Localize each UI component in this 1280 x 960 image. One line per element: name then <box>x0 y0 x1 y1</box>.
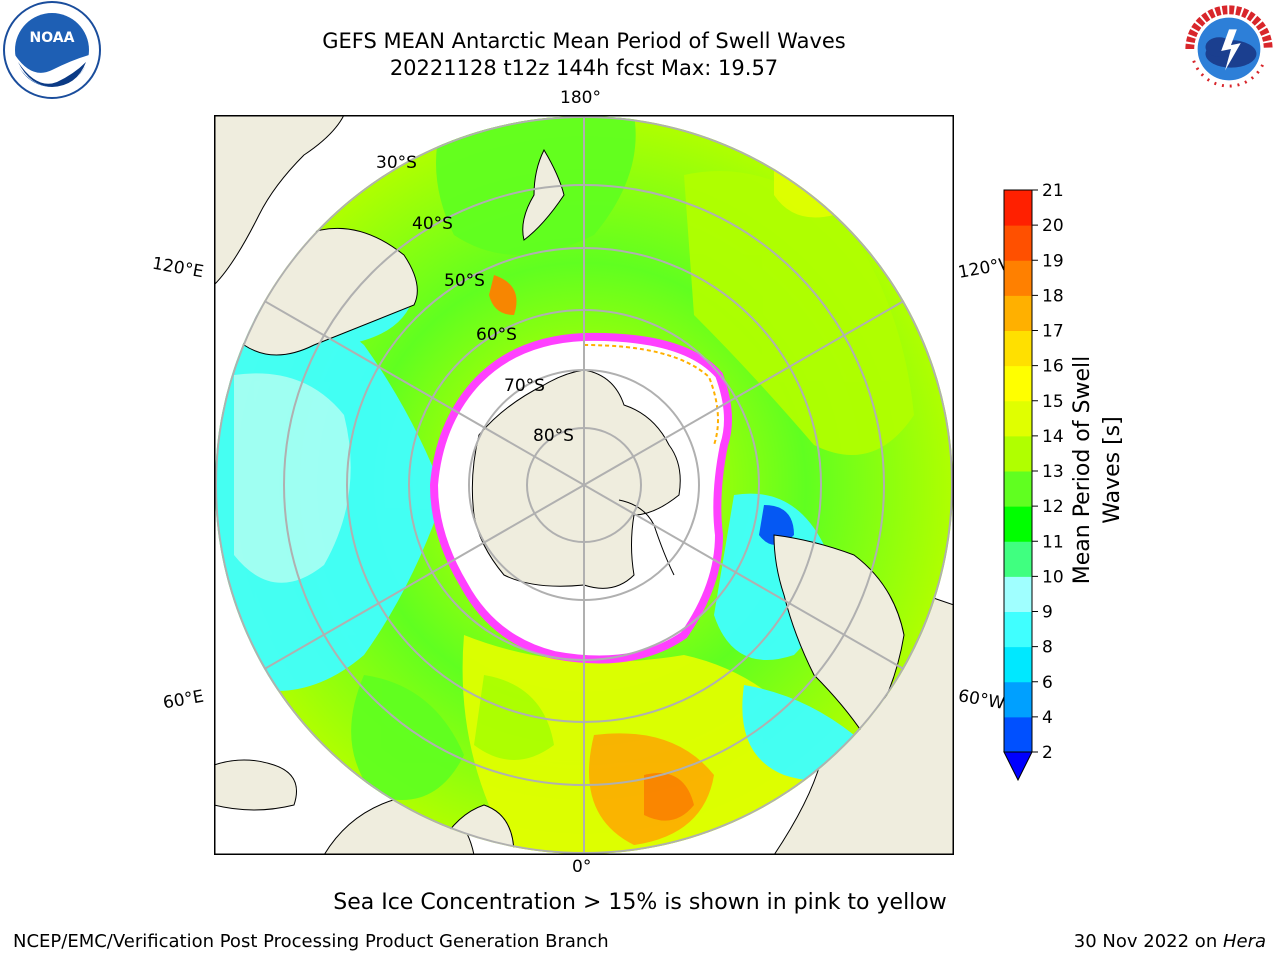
chart-subtitle: 20221128 t12z 144h fcst Max: 19.57 <box>389 56 779 80</box>
colorbar-box <box>1004 716 1032 753</box>
colorbar-tick-label: 21 <box>1042 181 1064 201</box>
svg-text:NOAA: NOAA <box>30 30 75 46</box>
lat-label-70: 70°S <box>504 376 545 396</box>
colorbar-box <box>1004 435 1032 472</box>
lat-label-30: 30°S <box>376 153 417 173</box>
colorbar-tick-label: 17 <box>1042 322 1064 342</box>
colorbar-box <box>1004 400 1032 437</box>
colorbar-tick-label: 12 <box>1042 497 1064 517</box>
colorbar-box <box>1004 471 1032 507</box>
colorbar-box <box>1004 681 1032 718</box>
colorbar-box <box>1004 576 1032 612</box>
colorbar-under-triangle <box>1003 751 1033 782</box>
lon-label-60e: 60°E <box>161 686 206 714</box>
colorbar-box <box>1004 365 1032 402</box>
swell-field <box>215 116 914 854</box>
colorbar-box <box>1004 611 1032 648</box>
colorbar-tick-label: 10 <box>1042 567 1064 587</box>
colorbar-tick-label: 9 <box>1042 603 1053 623</box>
colorbar-box <box>1004 260 1032 296</box>
colorbar-box <box>1004 190 1032 226</box>
antarctica-land <box>471 369 681 589</box>
graticule <box>215 116 953 854</box>
colorbar-tick-label: 11 <box>1042 532 1064 552</box>
lon-label-120e: 120°E <box>150 253 206 283</box>
colorbar-tick-label: 4 <box>1042 708 1053 728</box>
colorbar-tick-label: 19 <box>1042 251 1064 271</box>
lon-label-0: 0° <box>572 857 592 877</box>
lon-label-180: 180° <box>560 88 601 108</box>
colorbar-tick-label: 15 <box>1042 392 1064 412</box>
lat-label-80: 80°S <box>533 426 574 446</box>
colorbar-label: Mean Period of Swell Waves [s] <box>1070 355 1125 585</box>
colorbar-tick-label: 20 <box>1042 216 1064 236</box>
colorbar-tick-label: 6 <box>1042 673 1053 693</box>
sea-ice-note: Sea Ice Concentration > 15% is shown in … <box>333 890 947 915</box>
footer-credit: NCEP/EMC/Verification Post Processing Pr… <box>13 931 609 952</box>
colorbar-tick-label: 13 <box>1042 462 1064 482</box>
lat-label-40: 40°S <box>412 214 453 234</box>
colorbar-tick-label: 18 <box>1042 286 1064 306</box>
nws-logo-icon <box>1182 2 1276 96</box>
lat-label-50: 50°S <box>444 271 485 291</box>
colorbar-tick-label: 14 <box>1042 427 1064 447</box>
colorbar-box <box>1004 506 1032 542</box>
colorbar-box <box>1004 225 1032 261</box>
colorbar-tick-label: 8 <box>1042 638 1053 658</box>
footer-machine: Hera <box>1222 931 1266 952</box>
colorbar: 2 4 6 8 9 10 11 12 13 14 15 16 17 18 19 20 21 <box>1003 181 1064 782</box>
colorbar-box <box>1004 295 1032 331</box>
colorbar-box <box>1004 646 1032 683</box>
colorbar-tick-label: 16 <box>1042 357 1064 377</box>
colorbar-box <box>1004 541 1032 577</box>
footer-date: 30 Nov 2022 on Hera <box>1074 931 1266 952</box>
lat-label-60: 60°S <box>476 325 517 345</box>
polar-map: 30°S 40°S 50°S 60°S 70°S 80°S <box>214 115 954 855</box>
chart-title: GEFS MEAN Antarctic Mean Period of Swell… <box>322 29 846 53</box>
colorbar-tick-label: 2 <box>1042 743 1053 763</box>
colorbar-box <box>1004 330 1032 367</box>
noaa-logo-icon: NOAA <box>3 1 101 99</box>
footer-date-text: 30 Nov 2022 on <box>1073 931 1223 952</box>
